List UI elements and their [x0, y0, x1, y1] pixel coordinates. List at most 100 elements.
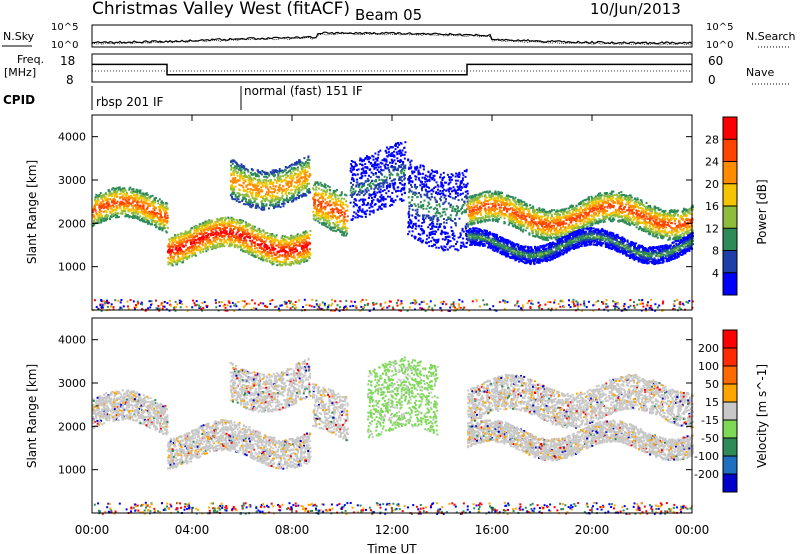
data-cell [457, 180, 459, 182]
data-cell [224, 227, 226, 229]
data-cell [356, 179, 358, 181]
data-cell [287, 188, 289, 190]
data-cell [400, 172, 402, 174]
data-cell [113, 215, 115, 217]
data-cell [462, 193, 464, 195]
data-cell [338, 198, 340, 200]
data-cell [314, 206, 316, 208]
data-cell [262, 179, 264, 181]
data-cell [440, 196, 442, 198]
data-cell [202, 238, 204, 240]
date-title: 10/Jun/2013 [590, 0, 681, 18]
data-cell [341, 198, 343, 200]
data-cell [422, 216, 424, 218]
data-cell [172, 246, 174, 248]
data-cell [265, 259, 267, 261]
data-cell [463, 231, 465, 233]
data-cell [459, 210, 461, 212]
data-cell [209, 226, 211, 228]
data-cell [241, 200, 243, 202]
data-cell [452, 206, 454, 208]
data-cell [365, 157, 367, 159]
data-cell [462, 228, 464, 230]
data-cell [166, 205, 168, 207]
data-cell [101, 195, 103, 197]
data-cell [347, 215, 349, 217]
data-cell [454, 222, 456, 224]
data-cell [363, 200, 365, 202]
data-cell [207, 220, 209, 222]
data-cell [231, 193, 233, 195]
data-cell [234, 168, 236, 170]
data-cell [208, 245, 210, 247]
data-cell [96, 195, 98, 197]
data-cell [428, 211, 430, 213]
data-cell [441, 231, 443, 233]
data-cell [432, 237, 434, 239]
data-cell [415, 213, 417, 215]
data-cell [293, 164, 295, 166]
data-cell [288, 253, 290, 255]
data-cell [246, 202, 248, 204]
data-cell [104, 216, 106, 218]
data-cell [248, 246, 250, 248]
data-cell [427, 171, 429, 173]
data-cell [233, 241, 235, 243]
beam-title: Beam 05 [355, 6, 422, 24]
data-cell [276, 261, 278, 263]
data-cell [389, 162, 391, 164]
data-cell [399, 153, 401, 155]
data-cell [410, 220, 412, 222]
data-cell [365, 180, 367, 182]
data-cell [380, 186, 382, 188]
data-cell [266, 203, 268, 205]
data-cell [216, 218, 218, 220]
data-cell [279, 198, 281, 200]
data-cell [252, 173, 254, 175]
data-cell [315, 181, 317, 183]
data-cell [333, 223, 335, 225]
data-cell [269, 195, 271, 197]
noise-right-tick-bottom: 10^0 [706, 40, 733, 51]
data-cell [273, 252, 275, 254]
data-cell [297, 233, 299, 235]
data-cell [202, 241, 204, 243]
data-cell [447, 249, 449, 251]
data-cell [136, 189, 138, 191]
data-cell [342, 225, 344, 227]
data-cell [95, 210, 97, 212]
data-cell [241, 235, 243, 237]
data-cell [446, 219, 448, 221]
data-cell [420, 205, 422, 207]
data-cell [380, 189, 382, 191]
data-cell [420, 173, 422, 175]
data-cell [192, 249, 194, 251]
data-cell [272, 261, 274, 263]
data-cell [241, 176, 243, 178]
data-cell [178, 244, 180, 246]
cpid-mode-1: normal (fast) 151 IF [244, 84, 363, 98]
data-cell [144, 196, 146, 198]
data-cell [283, 244, 285, 246]
data-cell [201, 227, 203, 229]
data-cell [169, 259, 171, 261]
data-cell [149, 196, 151, 198]
data-cell [242, 187, 244, 189]
data-cell [337, 204, 339, 206]
data-cell [133, 199, 135, 201]
data-cell [447, 174, 449, 176]
data-cell [205, 221, 207, 223]
data-cell [315, 186, 317, 188]
data-cell [344, 232, 346, 234]
data-cell [235, 186, 237, 188]
data-cell [457, 208, 459, 210]
data-cell [236, 168, 238, 170]
data-cell [434, 230, 436, 232]
data-cell [439, 190, 441, 192]
data-cell [459, 218, 461, 220]
data-cell [391, 165, 393, 167]
data-cell [335, 217, 337, 219]
data-cell [297, 254, 299, 256]
data-cell [344, 216, 346, 218]
data-cell [378, 167, 380, 169]
